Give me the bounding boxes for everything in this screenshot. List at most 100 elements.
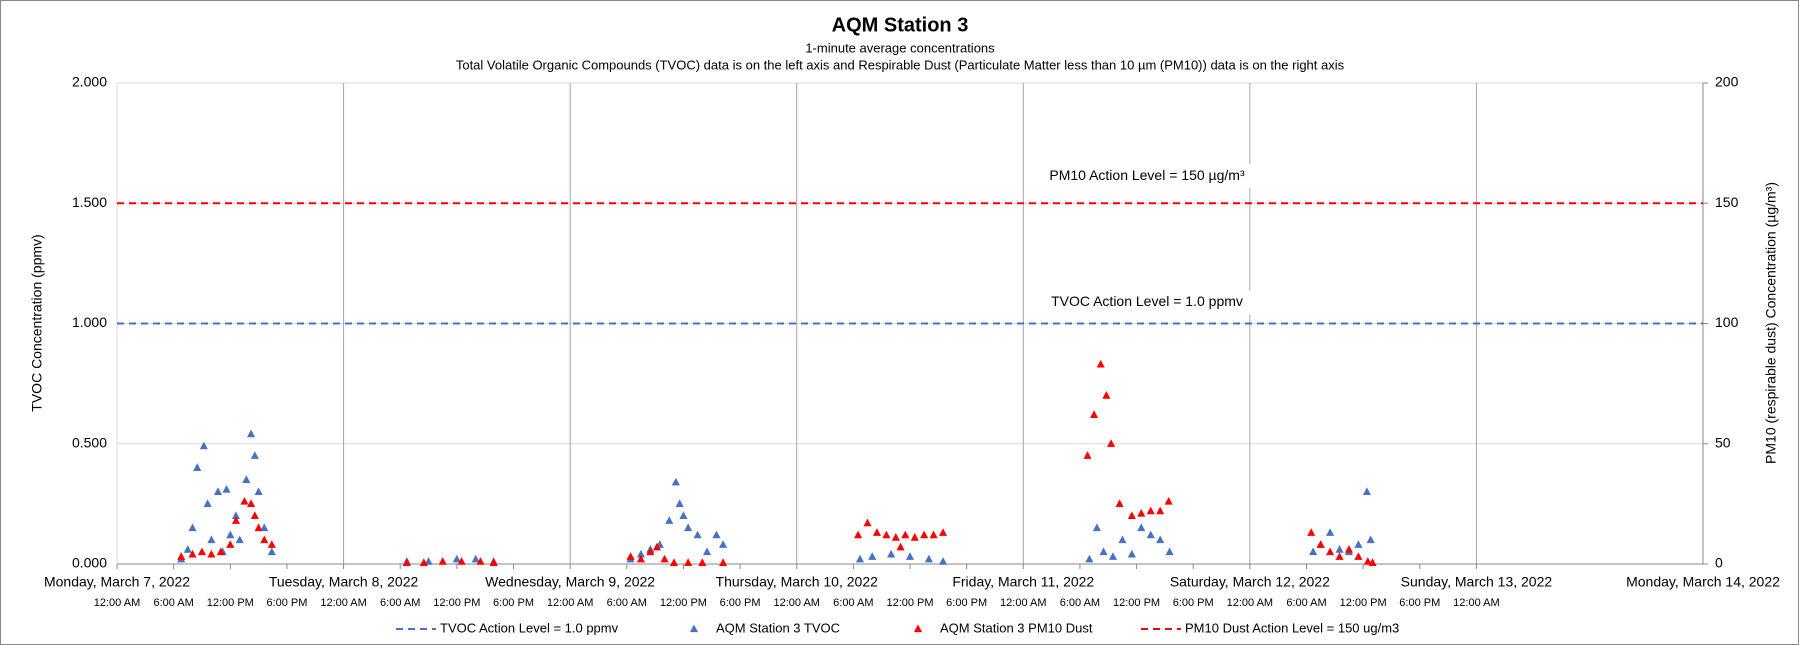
data-point	[489, 558, 498, 566]
data-point	[712, 530, 721, 539]
data-point	[402, 558, 411, 566]
data-point	[1127, 511, 1136, 520]
data-point	[920, 530, 929, 539]
x-minor-tick-label: 6:00 AM	[833, 597, 873, 609]
y2-tick-label: 0	[1715, 555, 1723, 571]
data-point	[1316, 540, 1325, 548]
data-point	[1309, 547, 1318, 556]
x-tick-label: Friday, March 11, 2022	[952, 574, 1094, 590]
data-point	[1108, 552, 1118, 560]
data-point	[1096, 359, 1105, 368]
data-point	[1146, 506, 1155, 515]
data-point	[905, 552, 915, 560]
data-point	[1099, 547, 1108, 556]
x-minor-tick-label: 12:00 PM	[660, 597, 707, 609]
x-minor-tick-label: 12:00 PM	[1113, 597, 1160, 609]
legend-label: AQM Station 3 TVOC	[716, 620, 840, 635]
x-tick-label: Monday, March 14, 2022	[1626, 574, 1780, 590]
data-point	[267, 540, 276, 548]
x-minor-tick-label: 6:00 PM	[266, 597, 307, 609]
data-point	[1354, 540, 1363, 548]
x-minor-tick-label: 6:00 AM	[1060, 597, 1100, 609]
x-minor-tick-label: 6:00 AM	[380, 597, 420, 609]
data-point	[938, 528, 948, 536]
annotation-box	[1030, 164, 1265, 189]
x-minor-tick-label: 12:00 AM	[1000, 597, 1046, 609]
data-point	[199, 441, 208, 450]
x-minor-tick-label: 6:00 PM	[1173, 597, 1214, 609]
data-point	[1164, 496, 1173, 505]
data-point	[1354, 552, 1363, 560]
data-point	[213, 487, 223, 495]
data-point	[698, 558, 707, 566]
data-point	[438, 557, 447, 565]
data-point	[1362, 487, 1371, 495]
x-minor-tick-label: 6:00 PM	[1399, 597, 1440, 609]
x-minor-tick-label: 12:00 PM	[886, 597, 933, 609]
data-point	[193, 463, 202, 471]
data-point	[924, 554, 933, 563]
data-point	[177, 552, 186, 560]
data-point	[938, 557, 948, 565]
data-point	[693, 530, 702, 539]
data-point	[1156, 535, 1165, 544]
data-point	[226, 530, 235, 539]
data-point	[626, 552, 635, 560]
data-point	[882, 530, 891, 539]
data-point	[226, 540, 235, 548]
legend-swatch	[913, 624, 923, 633]
chart-subtitle: Total Volatile Organic Compounds (TVOC) …	[456, 57, 1345, 72]
data-point	[855, 554, 865, 563]
x-tick-label: Thursday, March 10, 2022	[716, 574, 879, 590]
data-point	[250, 451, 259, 459]
data-point	[1127, 549, 1136, 558]
data-point	[1102, 391, 1111, 399]
data-point	[929, 530, 938, 539]
data-point	[1083, 451, 1092, 459]
data-point	[240, 496, 249, 505]
x-tick-label: Tuesday, March 8, 2022	[269, 574, 419, 590]
data-point	[896, 542, 905, 551]
x-minor-tick-label: 6:00 AM	[1286, 597, 1326, 609]
x-minor-tick-label: 12:00 AM	[320, 597, 366, 609]
data-point	[197, 547, 207, 556]
data-point	[1115, 499, 1124, 508]
data-point	[203, 499, 212, 508]
y-tick-label: 1.000	[72, 314, 107, 330]
y-tick-label: 0.000	[72, 555, 107, 571]
data-point	[207, 535, 216, 544]
y2-tick-label: 150	[1715, 194, 1739, 210]
x-tick-label: Monday, March 7, 2022	[44, 574, 190, 590]
data-point	[260, 523, 269, 532]
data-point	[636, 554, 645, 563]
data-point	[222, 484, 231, 493]
data-point	[1326, 528, 1335, 536]
chart-subtitle: 1-minute average concentrations	[805, 40, 995, 55]
data-point	[247, 499, 256, 508]
x-tick-label: Sunday, March 13, 2022	[1401, 574, 1553, 590]
data-point	[242, 475, 251, 483]
data-point	[1366, 535, 1375, 544]
x-minor-tick-label: 12:00 AM	[1453, 597, 1499, 609]
y-tick-label: 0.500	[72, 434, 107, 450]
data-point	[216, 547, 225, 556]
data-point	[665, 516, 674, 524]
data-point	[419, 558, 428, 566]
data-point	[669, 558, 679, 566]
data-point	[183, 545, 192, 553]
data-point	[854, 530, 863, 539]
data-point	[452, 554, 461, 563]
data-point	[887, 549, 896, 558]
annotation: TVOC Action Level = 1.0 ppmv	[1051, 293, 1243, 309]
data-point	[1107, 439, 1116, 447]
y-axis-title: TVOC Concentration (ppmv)	[29, 234, 45, 411]
data-point	[235, 535, 244, 544]
data-point	[476, 557, 485, 565]
data-point	[1335, 545, 1344, 553]
data-point	[1363, 557, 1372, 565]
data-point	[868, 552, 877, 560]
data-point	[1085, 554, 1094, 563]
data-point	[1335, 552, 1344, 560]
data-point	[207, 549, 216, 558]
